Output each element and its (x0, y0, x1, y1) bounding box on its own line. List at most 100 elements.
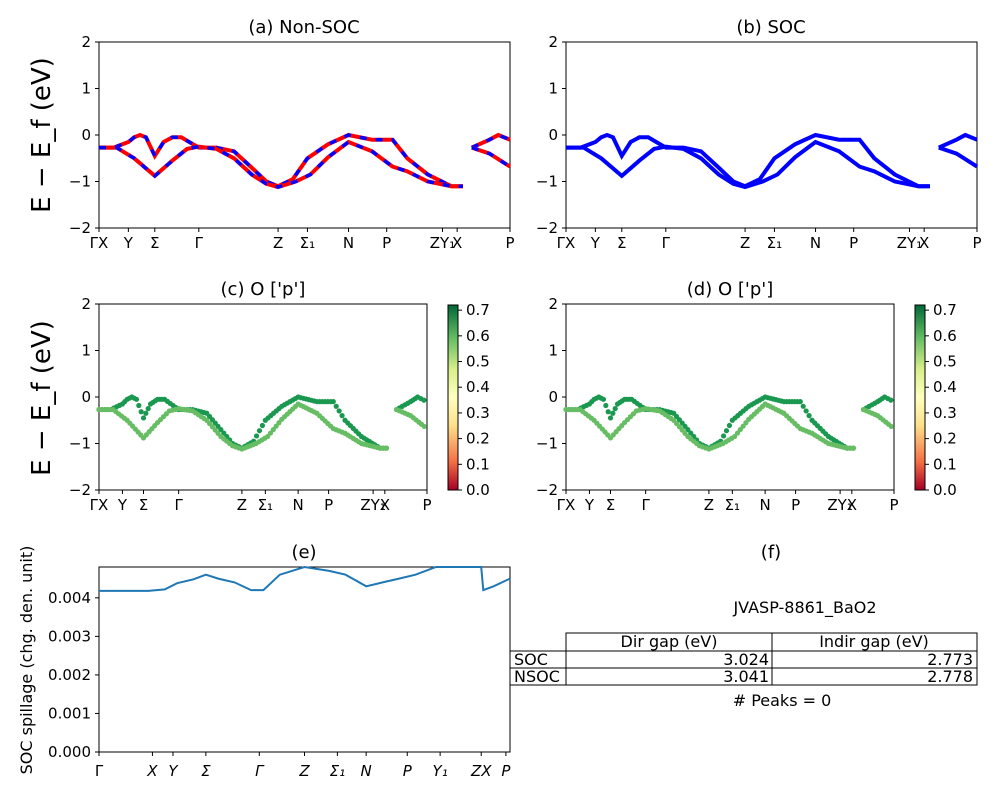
y-tick-label: 0 (548, 126, 558, 144)
plot-frame (98, 303, 428, 491)
x-tick-label: Γ (641, 496, 650, 514)
peaks-label: # Peaks = 0 (733, 691, 832, 710)
x-tick-label: P (422, 496, 431, 514)
x-tick-label: ZY₁ (827, 496, 852, 514)
y-tick-label: 2 (81, 33, 91, 51)
x-tick-label: Y (123, 234, 134, 252)
y-tick-label: 1 (81, 80, 91, 98)
band-point (732, 433, 738, 440)
x-tick-label: X (452, 234, 462, 252)
band-point (133, 396, 140, 402)
x-tick-label: Y (117, 496, 128, 514)
x-tick-label: Γ (255, 762, 265, 780)
band-point (726, 422, 733, 429)
band-line (938, 145, 979, 169)
x-tick-label: N (361, 762, 372, 780)
colorbar-ticks: 0.7 0.6 0.5 0.4 0.3 0.2 0.1 0.0 0.7 0.6 0.5 0.4 0.3 0… (458, 301, 957, 499)
colorbar-tick-label-c: 0.1 (466, 455, 490, 473)
band-point (383, 445, 389, 451)
x-tick-label: Σ (150, 234, 159, 252)
band-point (145, 406, 151, 412)
band-point (888, 397, 894, 403)
x-tick-label: Y (590, 234, 601, 252)
colorbar-tick-label-c: 0.6 (466, 327, 490, 345)
band-point (600, 396, 607, 402)
spillage-line (99, 565, 511, 592)
colorbar-c (447, 304, 459, 491)
y-tick-label: 0.003 (48, 627, 91, 645)
material-label: JVASP-8861_BaO2 (732, 598, 876, 618)
x-tick-label: Γ (95, 762, 104, 780)
x-tick-label: Γ (174, 496, 183, 514)
table-row-soc-indir: 2.773 (927, 650, 973, 669)
x-tick-label: Σ (617, 234, 626, 252)
x-tick-label: Σ₁ (767, 234, 783, 252)
band-point (259, 422, 266, 429)
band-line-blue (471, 145, 511, 169)
x-tick-label: ΓX (557, 496, 576, 514)
colorbar-tick-label-d: 0.1 (933, 455, 957, 473)
x-tick-label: Σ (606, 496, 615, 514)
plot-frame (98, 41, 511, 229)
table-header-dir: Dir gap (eV) (621, 632, 718, 651)
y-tick-label: −1 (69, 173, 91, 191)
colorbar-tick-label-d: 0.6 (933, 327, 957, 345)
band-line-red (99, 132, 463, 189)
band-point (140, 415, 147, 421)
y-tick-label: 2 (81, 295, 91, 313)
colorbar-tick-label-d: 0.0 (933, 481, 957, 499)
colorbar-tick-label-c: 0.0 (466, 481, 490, 499)
band-point (276, 420, 282, 426)
table-header-indir: Indir gap (eV) (819, 632, 929, 651)
y-tick-label: 2 (548, 33, 558, 51)
x-tick-label: P (849, 234, 858, 252)
x-tick-label: Y (168, 762, 179, 780)
x-tick-label: Z (298, 762, 310, 780)
y-tick-label: −2 (69, 219, 91, 237)
band-point (603, 402, 609, 409)
x-tick-label: N (760, 496, 771, 514)
ylabel-top: E − E_f (eV) (27, 57, 57, 213)
x-tick-label: Z (704, 496, 714, 514)
y-tick-label: 0 (81, 126, 91, 144)
band-point (806, 413, 812, 419)
plot-frame (565, 303, 895, 491)
x-tick-label: X (380, 496, 390, 514)
band-point (797, 399, 803, 405)
band-line-blue (471, 133, 511, 150)
plot-frame (98, 566, 511, 753)
band-point (143, 410, 149, 416)
x-tick-label: Γ (662, 234, 671, 252)
band-line (566, 139, 930, 190)
y-tick-label: −2 (69, 481, 91, 499)
x-tick-label: ZX (470, 762, 492, 780)
x-tick-label: ΓX (90, 234, 109, 252)
band-point (336, 408, 342, 414)
table-row-nsoc-name: NSOC (514, 667, 560, 686)
colorbar-tick-label-c: 0.7 (466, 301, 490, 319)
panel-c-title: (c) O ['p'] (221, 279, 306, 300)
x-tick-label: Z (237, 496, 247, 514)
x-tick-label: Y₁ (433, 762, 448, 780)
y-tick-label: 0.001 (48, 704, 91, 722)
band-point (743, 420, 749, 426)
table-row-nsoc-indir: 2.778 (927, 667, 973, 686)
band-line-blue (99, 140, 463, 189)
band-point (267, 430, 274, 436)
band-point (610, 410, 616, 416)
x-tick-label: ZY₁ (897, 234, 922, 252)
band-point (740, 423, 746, 429)
y-tick-label: −2 (536, 219, 558, 237)
x-tick-label: X (919, 234, 929, 252)
band-point (330, 399, 336, 405)
band-point (734, 430, 741, 436)
x-tick-label: ZY₁ (360, 496, 385, 514)
band-point (333, 403, 339, 409)
x-tick-label: X (146, 762, 158, 780)
y-tick-label: −1 (536, 173, 558, 191)
table-row-soc-name: SOC (514, 650, 548, 669)
x-tick-label: Γ (195, 234, 204, 252)
